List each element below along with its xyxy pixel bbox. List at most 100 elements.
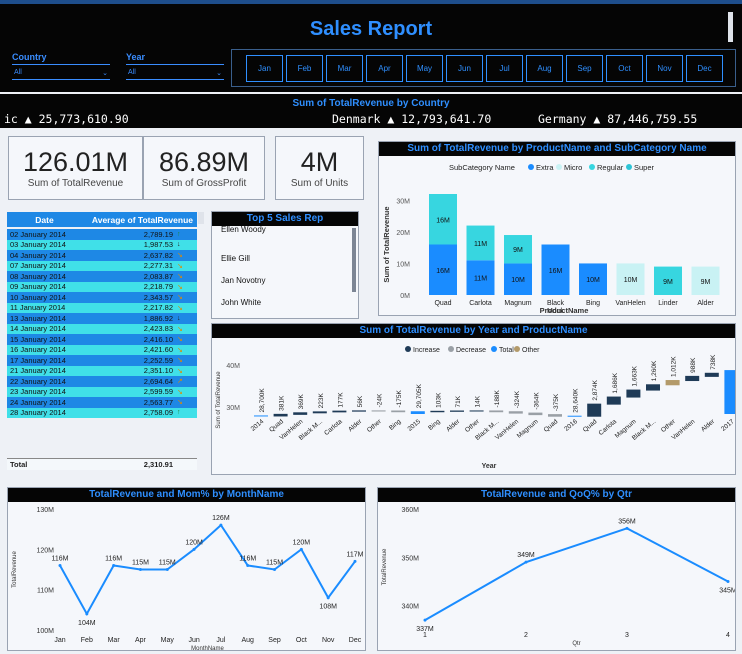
- data-point[interactable]: [726, 580, 730, 583]
- table-row[interactable]: 08 January 2014 2,083.87 ↘: [7, 271, 197, 282]
- data-point[interactable]: [85, 612, 89, 616]
- year-slicer[interactable]: Year All ⌄: [126, 52, 224, 80]
- waterfall-bar[interactable]: [567, 415, 582, 417]
- table-row[interactable]: 02 January 2014 2,789.19 ↑: [7, 229, 197, 240]
- x-tick-label: Other: [366, 418, 384, 434]
- bar-segment[interactable]: [654, 266, 682, 295]
- waterfall-bar[interactable]: [273, 413, 288, 417]
- month-button[interactable]: Nov: [646, 54, 683, 82]
- bar-segment[interactable]: [541, 244, 570, 296]
- month-button[interactable]: Jul: [486, 54, 523, 82]
- month-button[interactable]: Oct: [606, 54, 643, 82]
- bar-segment[interactable]: [504, 263, 532, 295]
- table-row[interactable]: 23 January 2014 2,599.59 ↘: [7, 386, 197, 397]
- waterfall-bar[interactable]: [489, 410, 504, 413]
- month-button[interactable]: May: [406, 54, 443, 82]
- month-button[interactable]: Feb: [286, 54, 323, 82]
- bar-segment[interactable]: [429, 194, 457, 245]
- data-point[interactable]: [524, 560, 528, 564]
- col-avg-header[interactable]: Average of TotalRevenue: [91, 214, 193, 225]
- waterfall-bar[interactable]: [626, 389, 641, 398]
- table-row[interactable]: 09 January 2014 2,218.79 ↘: [7, 281, 197, 292]
- waterfall-bar[interactable]: [312, 411, 327, 414]
- series-line[interactable]: [424, 527, 729, 622]
- waterfall-bar[interactable]: [352, 410, 366, 412]
- waterfall-bar[interactable]: [685, 375, 700, 382]
- table-row[interactable]: 28 January 2014 2,758.09 ↑: [7, 407, 197, 418]
- bar-segment[interactable]: [691, 266, 720, 295]
- country-slicer[interactable]: Country All ⌄: [12, 52, 110, 80]
- table-row[interactable]: 15 January 2014 2,416.10 ↘: [7, 334, 197, 345]
- bar-segment[interactable]: [616, 263, 645, 295]
- data-point[interactable]: [423, 618, 427, 622]
- waterfall-bar[interactable]: [450, 410, 464, 412]
- table-scrollbar[interactable]: [198, 212, 204, 224]
- table-row[interactable]: 03 January 2014 1,987.53 ↓: [7, 239, 197, 250]
- rep-item[interactable]: Ellen Woody: [221, 225, 266, 234]
- table-row[interactable]: 21 January 2014 2,351.10 ↘: [7, 365, 197, 376]
- data-point[interactable]: [625, 526, 629, 530]
- month-button[interactable]: Dec: [686, 54, 723, 82]
- waterfall-bar[interactable]: [254, 415, 268, 417]
- table-row[interactable]: 22 January 2014 2,694.64 ↗: [7, 376, 197, 387]
- table-row[interactable]: 13 January 2014 1,886.92 ↓: [7, 313, 197, 324]
- rep-item[interactable]: Jan Novotny: [221, 276, 266, 285]
- data-label: 738K: [710, 354, 717, 370]
- waterfall-bar[interactable]: [528, 412, 543, 416]
- country-dropdown[interactable]: All ⌄: [12, 65, 110, 80]
- month-button[interactable]: Jan: [246, 54, 283, 82]
- month-button[interactable]: Aug: [526, 54, 563, 82]
- series-line[interactable]: [59, 523, 356, 616]
- data-point[interactable]: [165, 568, 169, 571]
- data-point[interactable]: [353, 559, 357, 563]
- table-row[interactable]: 17 January 2014 2,252.59 ↘: [7, 355, 197, 366]
- rep-scrollbar[interactable]: [352, 228, 356, 292]
- data-point[interactable]: [246, 563, 250, 567]
- waterfall-bar[interactable]: [548, 414, 562, 417]
- data-point[interactable]: [273, 568, 277, 571]
- data-point[interactable]: [299, 547, 303, 551]
- year-dropdown[interactable]: All ⌄: [126, 65, 224, 80]
- waterfall-bar[interactable]: [293, 412, 308, 415]
- waterfall-bar[interactable]: [587, 403, 602, 417]
- bar-segment[interactable]: [429, 244, 457, 296]
- data-point[interactable]: [138, 568, 142, 571]
- bar-segment[interactable]: [466, 260, 495, 295]
- data-point[interactable]: [192, 547, 196, 551]
- table-row[interactable]: 16 January 2014 2,421.60 ↘: [7, 344, 197, 355]
- col-date-header[interactable]: Date: [35, 214, 54, 225]
- waterfall-bar[interactable]: [665, 380, 680, 386]
- waterfall-bar[interactable]: [704, 372, 719, 377]
- data-point[interactable]: [112, 563, 116, 567]
- bar-segment[interactable]: [504, 235, 532, 264]
- waterfall-bar[interactable]: [371, 410, 386, 412]
- rep-item[interactable]: Ellie Gill: [221, 254, 250, 263]
- bar-segment[interactable]: [466, 225, 495, 261]
- data-point[interactable]: [326, 596, 330, 600]
- rep-item[interactable]: John White: [221, 298, 262, 307]
- table-row[interactable]: 11 January 2014 2,217.82 ↘: [7, 302, 197, 313]
- table-row[interactable]: 04 January 2014 2,637.82 ↘: [7, 250, 197, 261]
- table-row[interactable]: 14 January 2014 2,423.83 ↘: [7, 323, 197, 334]
- waterfall-bar[interactable]: [606, 396, 621, 405]
- month-button[interactable]: Apr: [366, 54, 403, 82]
- data-point[interactable]: [219, 523, 223, 527]
- waterfall-bar[interactable]: [724, 370, 735, 414]
- month-button[interactable]: Jun: [446, 54, 483, 82]
- waterfall-bar[interactable]: [332, 410, 347, 413]
- month-button[interactable]: Sep: [566, 54, 603, 82]
- bar-segment[interactable]: [579, 263, 607, 295]
- waterfall-bar[interactable]: [469, 410, 484, 412]
- waterfall-bar[interactable]: [391, 410, 406, 413]
- data-label: -24K: [377, 393, 384, 407]
- table-row[interactable]: 24 January 2014 2,563.77 ↘: [7, 397, 197, 408]
- table-row[interactable]: 10 January 2014 2,343.57 ↘: [7, 292, 197, 303]
- waterfall-bar[interactable]: [410, 411, 425, 414]
- table-row[interactable]: 07 January 2014 2,277.31 ↘: [7, 260, 197, 271]
- waterfall-bar[interactable]: [646, 384, 660, 391]
- data-point[interactable]: [58, 563, 62, 567]
- month-button[interactable]: Mar: [326, 54, 363, 82]
- waterfall-bar[interactable]: [508, 411, 523, 414]
- waterfall-bar[interactable]: [430, 410, 445, 413]
- header-scrollbar[interactable]: [728, 12, 733, 42]
